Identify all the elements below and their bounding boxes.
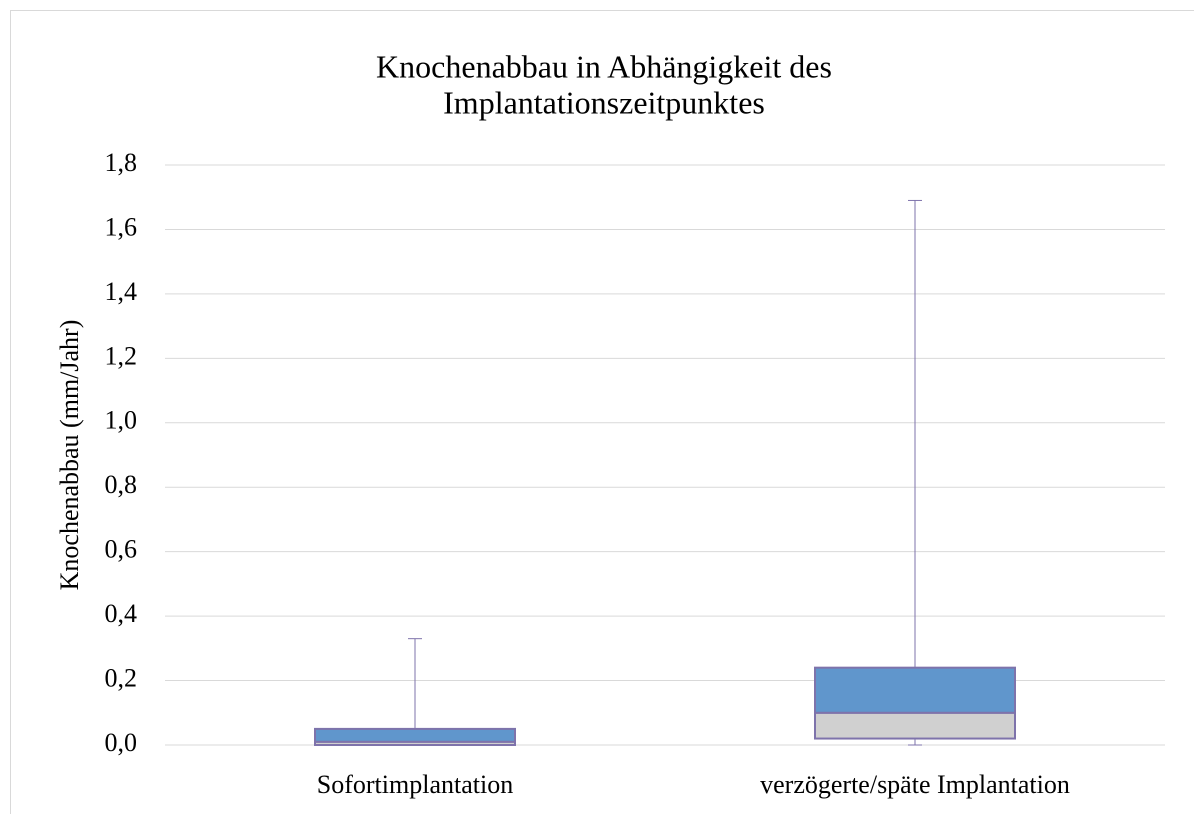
- x-tick-label: verzögerte/späte Implantation: [760, 770, 1070, 799]
- box-upper: [314, 727, 516, 743]
- chart-title: Implantationszeitpunktes: [443, 84, 765, 120]
- y-tick-label: 0,2: [105, 664, 138, 693]
- chart-frame: [10, 10, 1194, 814]
- y-tick-label: 0,0: [105, 728, 138, 757]
- y-tick-label: 1,4: [105, 277, 138, 306]
- y-axis-label: Knochenabbau (mm/Jahr): [55, 320, 84, 591]
- y-tick-label: 0,4: [105, 599, 138, 628]
- y-tick-label: 1,6: [105, 212, 138, 241]
- y-tick-label: 1,8: [105, 148, 138, 177]
- y-tick-label: 0,6: [105, 535, 138, 564]
- box-lower: [814, 711, 1016, 740]
- y-tick-label: 1,0: [105, 406, 138, 435]
- y-tick-label: 1,2: [105, 341, 138, 370]
- box-upper: [814, 666, 1016, 714]
- chart-title: Knochenabbau in Abhängigkeit des: [376, 48, 832, 84]
- y-tick-label: 0,8: [105, 470, 138, 499]
- x-tick-label: Sofortimplantation: [317, 770, 513, 799]
